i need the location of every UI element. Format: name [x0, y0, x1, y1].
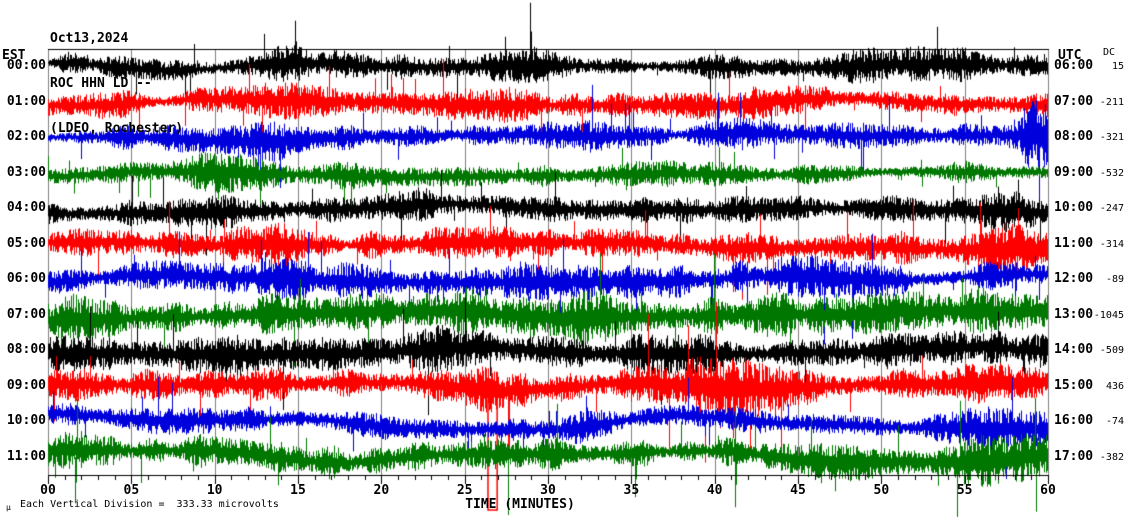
dc-value: -1045 — [1093, 309, 1124, 321]
right-axis-title: UTC — [1058, 48, 1082, 63]
right-hour-label: 10:00 — [1054, 200, 1094, 216]
left-hour-label: 11:00 — [6, 448, 46, 464]
right-hour-label: 17:00 — [1054, 448, 1094, 464]
x-tick-label: 15 — [290, 483, 306, 498]
x-tick-label: 35 — [623, 483, 640, 498]
right-hour-label: 12:00 — [1054, 271, 1094, 287]
scale-note: Each Vertical Division = 333.33 microvol… — [20, 499, 279, 510]
x-tick-label: 60 — [1040, 483, 1056, 498]
x-axis-title: TIME (MINUTES) — [465, 497, 575, 512]
left-hour-label: 10:00 — [6, 413, 46, 429]
right-hour-label: 07:00 — [1054, 93, 1094, 109]
x-tick-label: 20 — [373, 483, 390, 498]
x-tick-label: 50 — [873, 483, 890, 498]
x-tick-label: 00 — [40, 483, 56, 498]
header-date: Oct13,2024 — [50, 31, 129, 46]
dc-value: 15 — [1111, 61, 1124, 73]
right-hour-label: 14:00 — [1054, 342, 1094, 358]
left-axis-title: EST — [2, 48, 26, 63]
dc-value: -532 — [1099, 167, 1124, 179]
dc-value: -509 — [1099, 345, 1124, 357]
dc-value: -321 — [1099, 132, 1124, 144]
dc-value: -247 — [1099, 203, 1124, 215]
dc-column-title: DC — [1103, 47, 1116, 58]
left-hour-label: 07:00 — [6, 306, 46, 322]
left-hour-label: 02:00 — [6, 129, 46, 145]
x-tick-label: 40 — [706, 483, 723, 498]
right-hour-label: 11:00 — [1054, 235, 1094, 251]
left-hour-label: 09:00 — [6, 377, 46, 393]
x-tick-label: 05 — [123, 483, 140, 498]
header-station: ROC HHN LD -- — [50, 76, 152, 91]
x-tick-label: 10 — [206, 483, 223, 498]
left-hour-label: 01:00 — [6, 93, 46, 109]
dc-value: -74 — [1105, 416, 1124, 428]
x-tick-label: 30 — [540, 483, 556, 498]
left-hour-label: 06:00 — [6, 271, 46, 287]
x-tick-label: 55 — [956, 483, 973, 498]
dc-value: 436 — [1105, 380, 1124, 392]
left-hour-label: 00:00 — [6, 58, 46, 74]
right-hour-label: 06:00 — [1054, 58, 1094, 74]
header-block: Oct13,2024 ROC HHN LD -- (LDEO, Rocheste… — [50, 1, 183, 166]
left-hour-label: 05:00 — [6, 235, 46, 251]
dc-value: -382 — [1099, 451, 1124, 463]
header-location: (LDEO, Rochester) — [50, 121, 184, 136]
x-tick-label: 45 — [790, 483, 806, 498]
left-hour-label: 08:00 — [6, 342, 46, 358]
left-hour-label: 03:00 — [6, 164, 46, 180]
right-hour-label: 09:00 — [1054, 164, 1094, 180]
right-hour-label: 13:00 — [1054, 306, 1094, 322]
watermark-glyph: µ — [6, 503, 11, 512]
dc-value: -314 — [1099, 238, 1124, 250]
right-hour-label: 15:00 — [1054, 377, 1094, 393]
dc-value: -211 — [1099, 96, 1124, 108]
dc-value: -89 — [1105, 274, 1124, 286]
right-hour-label: 16:00 — [1054, 413, 1094, 429]
right-hour-label: 08:00 — [1054, 129, 1094, 145]
x-tick-label: 25 — [456, 483, 473, 498]
left-hour-label: 04:00 — [6, 200, 46, 216]
